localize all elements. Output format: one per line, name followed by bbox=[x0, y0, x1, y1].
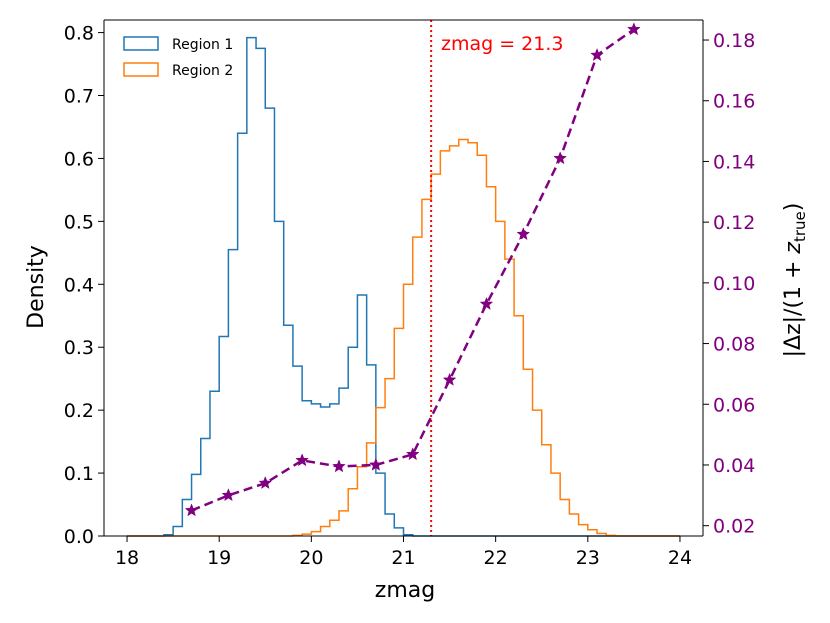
x-tick-label-21: 21 bbox=[391, 547, 415, 569]
x-tick-label-18: 18 bbox=[115, 547, 139, 569]
y-right-tick-label-4: 0.10 bbox=[713, 273, 755, 295]
y-left-tick-label-5: 0.5 bbox=[64, 211, 94, 233]
y-left-tick-label-3: 0.3 bbox=[64, 337, 94, 359]
y-right-tick-label-5: 0.12 bbox=[713, 212, 755, 234]
y-right-tick-label-2: 0.06 bbox=[713, 394, 755, 416]
plot-layer bbox=[127, 20, 680, 537]
legend-swatch-region-1 bbox=[123, 36, 159, 51]
y-left-tick-label-0: 0.0 bbox=[64, 526, 94, 548]
legend-swatch-region-2 bbox=[123, 62, 159, 77]
x-tick-label-19: 19 bbox=[207, 547, 231, 569]
scatter-point-8 bbox=[442, 372, 457, 386]
axes-layer: 18 19 20 21 22 23 24 0.0 0.1 0.2 0.3 0.4 0.5 0.6 0.7 0.… bbox=[64, 19, 755, 569]
y-right-tick-label-3: 0.08 bbox=[713, 334, 755, 356]
scatter-point-6 bbox=[369, 457, 383, 471]
legend: Region 1 Region 2 bbox=[123, 36, 233, 79]
y-right-tick-label-8: 0.18 bbox=[713, 30, 755, 52]
scatter-point-4 bbox=[295, 453, 309, 467]
y-left-tick-label-4: 0.4 bbox=[64, 274, 94, 296]
y-right-tick-label-1: 0.04 bbox=[713, 455, 755, 477]
legend-label-region-2: Region 2 bbox=[172, 63, 233, 79]
x-tick-label-20: 20 bbox=[299, 547, 323, 569]
x-tick-label-23: 23 bbox=[576, 547, 600, 569]
x-axis-label: zmag bbox=[375, 578, 435, 603]
scatter-point-7 bbox=[405, 447, 420, 461]
scatter-point-9 bbox=[479, 296, 494, 310]
scatter-point-2 bbox=[221, 488, 236, 502]
y-left-tick-label-2: 0.2 bbox=[64, 400, 94, 422]
y-left-tick-label-6: 0.6 bbox=[64, 148, 94, 170]
x-tick-label-22: 22 bbox=[484, 547, 508, 569]
y-left-tick-label-8: 0.8 bbox=[64, 23, 94, 45]
scatter-point-10 bbox=[516, 227, 531, 241]
y-right-label-suffix: ) bbox=[781, 203, 806, 212]
y-left-tick-label-1: 0.1 bbox=[64, 463, 94, 485]
legend-label-region-1: Region 1 bbox=[172, 37, 233, 53]
x-tick-label-24: 24 bbox=[668, 547, 692, 569]
y-right-label-prefix: |Δz|/(1 + bbox=[781, 254, 806, 358]
y-right-tick-label-0: 0.02 bbox=[713, 516, 755, 538]
y-left-tick-label-7: 0.7 bbox=[64, 86, 94, 108]
scatter-point-12 bbox=[590, 48, 604, 62]
y-right-tick-label-6: 0.14 bbox=[713, 151, 755, 173]
y-axis-label-right: |Δz|/(1 + ztrue) bbox=[781, 203, 809, 358]
y-axis-label-left: Density bbox=[24, 245, 49, 329]
histogram-series-2 bbox=[127, 138, 680, 537]
scatter-point-3 bbox=[258, 476, 273, 489]
y-right-label-sub: true bbox=[791, 211, 809, 242]
scatter-point-5 bbox=[332, 459, 346, 473]
scatter-point-11 bbox=[553, 151, 567, 165]
y-right-tick-label-7: 0.16 bbox=[713, 91, 755, 113]
scatter-point-1 bbox=[184, 503, 199, 517]
vline-annotation: zmag = 21.3 bbox=[441, 33, 564, 55]
scatter-point-13 bbox=[627, 22, 641, 36]
y-right-label-var: z bbox=[781, 242, 806, 255]
